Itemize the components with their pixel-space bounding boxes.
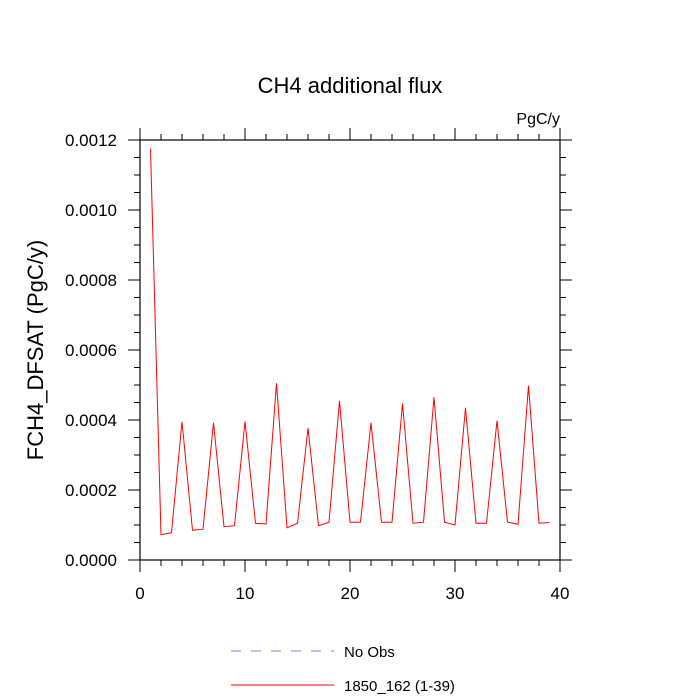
chart-title: CH4 additional flux: [258, 73, 443, 98]
legend: No Obs 1850_162 (1-39): [231, 644, 455, 695]
x-tick-label: 20: [341, 584, 360, 603]
x-tick-label: 40: [551, 584, 570, 603]
x-tick-label: 30: [446, 584, 465, 603]
y-tick-label: 0.0008: [65, 271, 117, 290]
plot-frame: [139, 139, 561, 561]
series-line: [150, 148, 550, 536]
y-tick-label: 0.0012: [65, 131, 117, 150]
x-tick-label: 10: [236, 584, 255, 603]
legend-label: 1850_162 (1-39): [344, 678, 455, 695]
y-tick-label: 0.0006: [65, 341, 117, 360]
y-tick-label: 0.0002: [65, 481, 117, 500]
plot-axes: 0 10 20 30 40 0.0000 0.0002 0.0004 0.0006 0.0008 0…: [65, 128, 572, 603]
y-axis-label: FCH4_DFSAT (PgC/y): [23, 240, 48, 460]
legend-label: No Obs: [344, 644, 395, 661]
y-tick-label: 0.0004: [65, 411, 117, 430]
x-tick-label: 0: [135, 584, 144, 603]
plot-series: [150, 148, 550, 536]
y-tick-label: 0.0000: [65, 551, 117, 570]
units-label: PgC/y: [516, 111, 560, 128]
y-tick-label: 0.0010: [65, 201, 117, 220]
